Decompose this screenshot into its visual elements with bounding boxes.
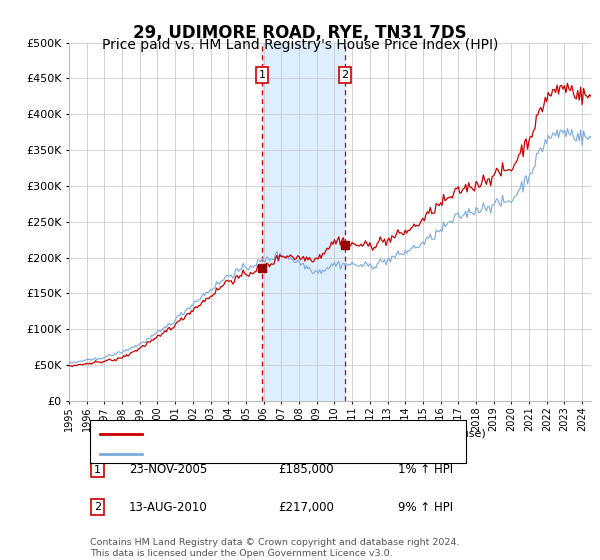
Text: 1: 1 (259, 70, 265, 80)
Bar (262, 43, 345, 401)
Text: Price paid vs. HM Land Registry's House Price Index (HPI): Price paid vs. HM Land Registry's House … (102, 38, 498, 52)
Text: 1: 1 (94, 465, 101, 475)
Text: 29, UDIMORE ROAD, RYE, TN31 7DS: 29, UDIMORE ROAD, RYE, TN31 7DS (133, 24, 467, 41)
Text: 2: 2 (94, 502, 101, 512)
Text: 2: 2 (341, 70, 349, 80)
Text: £217,000: £217,000 (278, 501, 334, 514)
Text: Contains HM Land Registry data © Crown copyright and database right 2024.
This d: Contains HM Land Registry data © Crown c… (90, 539, 459, 558)
FancyBboxPatch shape (90, 419, 466, 464)
Text: 23-NOV-2005: 23-NOV-2005 (129, 463, 207, 476)
Text: 1% ↑ HPI: 1% ↑ HPI (398, 463, 453, 476)
Text: HPI: Average price, semi-detached house, Rother: HPI: Average price, semi-detached house,… (152, 449, 427, 459)
Text: 9% ↑ HPI: 9% ↑ HPI (398, 501, 453, 514)
Text: 29, UDIMORE ROAD, RYE, TN31 7DS (semi-detached house): 29, UDIMORE ROAD, RYE, TN31 7DS (semi-de… (152, 429, 485, 439)
Text: £185,000: £185,000 (278, 463, 334, 476)
Text: 13-AUG-2010: 13-AUG-2010 (129, 501, 208, 514)
